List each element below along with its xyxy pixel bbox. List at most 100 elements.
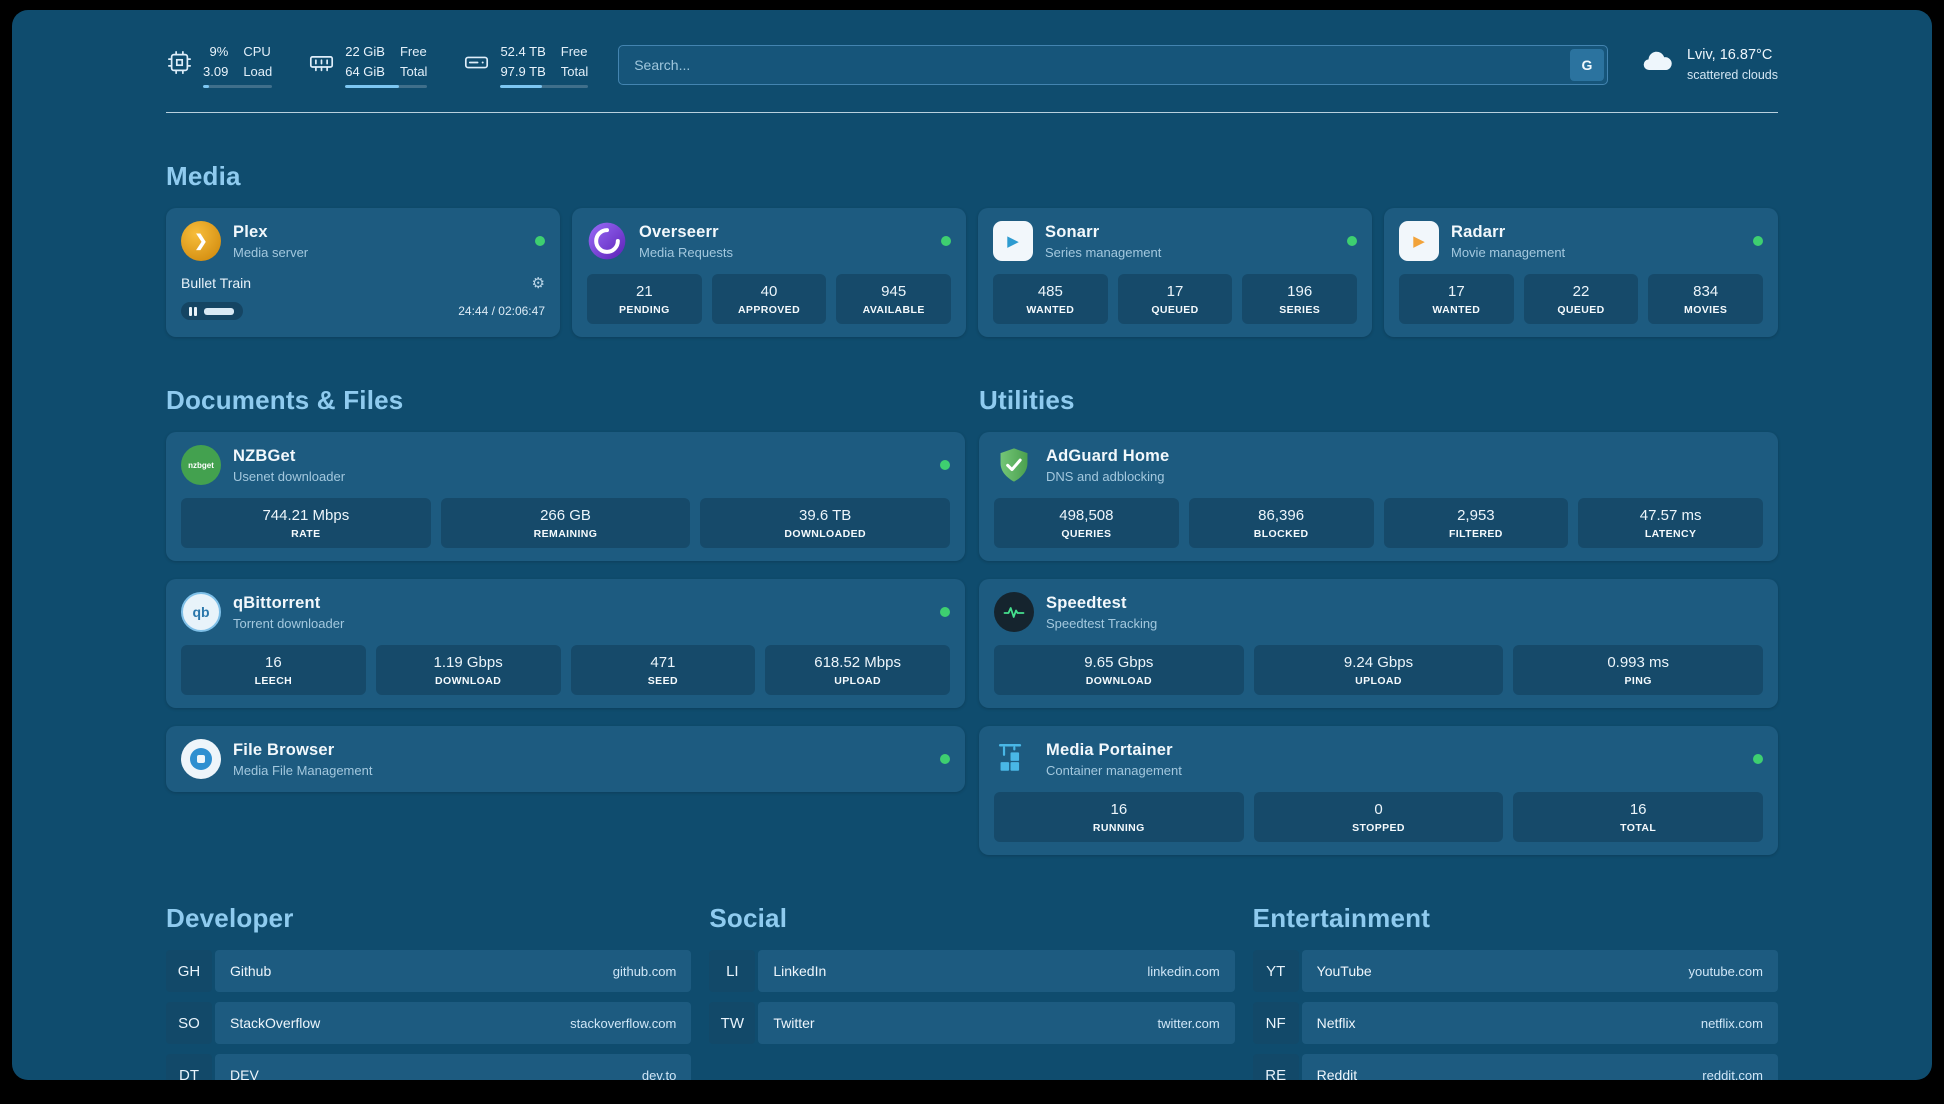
app-subtitle: Container management	[1046, 762, 1182, 778]
bookmark-url: linkedin.com	[1147, 963, 1220, 979]
app-title: AdGuard Home	[1046, 446, 1170, 465]
status-dot	[940, 754, 950, 764]
speedtest-icon	[994, 592, 1034, 632]
section-title-documents: Documents & Files	[166, 385, 404, 415]
pause-icon	[189, 306, 197, 316]
sonarr-card[interactable]: ▶ Sonarr Series management 485 WANTED 17 Q…	[978, 208, 1372, 337]
app-title: Plex	[233, 222, 268, 241]
search-input[interactable]	[618, 45, 1608, 85]
bookmarks-entertainment: Entertainment YT YouTube youtube.com NF N…	[1252, 855, 1778, 1080]
bookmark-abbr: LI	[709, 950, 756, 992]
stat-rate: 744.21 Mbps RATE	[181, 498, 431, 548]
disk-icon	[463, 49, 490, 81]
bookmark-youtube[interactable]: YT YouTube youtube.com	[1252, 950, 1778, 992]
search-engine-button[interactable]: G	[1569, 49, 1604, 81]
pause-button[interactable]	[181, 302, 243, 320]
radarr-card[interactable]: ▶ Radarr Movie management 17 WANTED 22 QUE…	[1384, 208, 1778, 337]
app-subtitle: Movie management	[1451, 244, 1566, 260]
overseerr-icon	[587, 221, 627, 261]
status-dot	[1753, 754, 1763, 764]
nzbget-icon: nzbget	[181, 445, 221, 485]
bookmark-dev[interactable]: DT DEV dev.to	[166, 1054, 692, 1080]
bookmark-abbr: TW	[709, 1002, 756, 1044]
stat-filtered: 2,953 FILTERED	[1383, 498, 1569, 548]
disk-free-value: 52.4 TB	[500, 44, 546, 59]
stat-series: 196 SERIES	[1242, 274, 1358, 324]
stat-seed: 471 SEED	[570, 645, 756, 695]
ram-free-value: 22 GiB	[345, 44, 385, 59]
plex-card[interactable]: ❯ Plex Media server Bullet Train ⚙	[166, 208, 560, 337]
app-subtitle: DNS and adblocking	[1046, 468, 1165, 484]
app-subtitle: Media server	[233, 244, 309, 260]
nzbget-card[interactable]: nzbget NZBGet Usenet downloader 744.21 M…	[166, 432, 965, 561]
app-title: Overseerr	[639, 222, 719, 241]
ram-free-label: Free	[399, 44, 427, 59]
media-section: ❯ Plex Media server Bullet Train ⚙	[166, 208, 1778, 337]
bookmark-twitter[interactable]: TW Twitter twitter.com	[709, 1002, 1235, 1044]
stat-download: 1.19 Gbps DOWNLOAD	[375, 645, 561, 695]
app-subtitle: Usenet downloader	[233, 468, 346, 484]
cpu-load-value: 3.09	[203, 63, 229, 79]
stat-approved: 40 APPROVED	[711, 274, 827, 324]
section-title-developer: Developer	[166, 903, 294, 933]
section-title-entertainment: Entertainment	[1252, 903, 1431, 933]
stat-movies: 834 MOVIES	[1648, 274, 1764, 324]
ram-icon	[308, 49, 335, 81]
stat-available: 945 AVAILABLE	[836, 274, 952, 324]
stat-downloaded: 39.6 TB DOWNLOADED	[700, 498, 951, 548]
qbittorrent-icon: qb	[181, 592, 221, 632]
bookmark-stackoverflow[interactable]: SO StackOverflow stackoverflow.com	[166, 1002, 692, 1044]
app-title: Radarr	[1451, 222, 1506, 241]
cpu-label: CPU	[243, 44, 271, 59]
portainer-icon	[994, 739, 1034, 779]
bookmarks-developer: Developer GH Github github.com SO StackOv…	[166, 855, 692, 1080]
stat-stopped: 0 STOPPED	[1253, 792, 1504, 842]
filebrowser-icon	[181, 739, 221, 779]
stat-wanted: 485 WANTED	[993, 274, 1108, 324]
app-title: Sonarr	[1045, 222, 1100, 241]
documents-section: Documents & Files nzbget NZBGet Usenet d…	[166, 337, 965, 855]
speedtest-card[interactable]: Speedtest Speedtest Tracking 9.65 Gbps DO…	[979, 579, 1778, 708]
stat-pending: 21 PENDING	[587, 274, 702, 324]
stat-wanted: 17 WANTED	[1399, 274, 1514, 324]
bookmark-url: netflix.com	[1700, 1015, 1763, 1031]
disk-free-label: Free	[560, 44, 588, 59]
bookmark-abbr: DT	[166, 1054, 212, 1080]
radarr-icon: ▶	[1399, 221, 1439, 261]
portainer-card[interactable]: Media Portainer Container management 16 R…	[979, 726, 1778, 855]
bookmark-name: Netflix	[1316, 1015, 1356, 1031]
cpu-load-label: Load	[243, 63, 273, 79]
weather-condition: scattered clouds	[1686, 68, 1778, 83]
section-title-utilities: Utilities	[979, 385, 1075, 415]
filebrowser-card[interactable]: File Browser Media File Management	[166, 726, 965, 792]
app-title: File Browser	[233, 740, 335, 759]
bookmarks-social: Social LI LinkedIn linkedin.com TW Twitte…	[709, 855, 1235, 1044]
weather-widget: Lviv, 16.87°C scattered clouds	[1638, 45, 1778, 84]
bookmark-reddit[interactable]: RE Reddit reddit.com	[1252, 1054, 1778, 1080]
status-dot	[940, 460, 950, 470]
adguard-card[interactable]: AdGuard Home DNS and adblocking 498,508 Q…	[979, 432, 1778, 561]
dashboard: 9% 3.09 CPU Load	[12, 10, 1932, 1080]
cloud-icon	[1638, 46, 1676, 83]
qbittorrent-card[interactable]: qb qBittorrent Torrent downloader 16 LEEC…	[166, 579, 965, 708]
ram-total-value: 64 GiB	[345, 63, 385, 79]
stat-upload: 9.24 Gbps UPLOAD	[1253, 645, 1504, 695]
app-subtitle: Series management	[1045, 244, 1162, 260]
stat-ping: 0.993 ms PING	[1513, 645, 1764, 695]
app-title: NZBGet	[233, 446, 296, 465]
section-title-social: Social	[709, 903, 788, 933]
app-subtitle: Media Requests	[639, 244, 733, 260]
stat-remaining: 266 GB REMAINING	[440, 498, 691, 548]
bookmark-abbr: GH	[166, 950, 212, 992]
bookmark-linkedin[interactable]: LI LinkedIn linkedin.com	[709, 950, 1235, 992]
section-title-media: Media	[166, 161, 241, 191]
gear-icon[interactable]: ⚙	[531, 275, 545, 292]
bookmark-github[interactable]: GH Github github.com	[166, 950, 692, 992]
app-subtitle: Media File Management	[233, 762, 373, 778]
overseerr-card[interactable]: Overseerr Media Requests 21 PENDING 40 APP…	[572, 208, 966, 337]
now-playing-title: Bullet Train	[181, 275, 252, 291]
bookmark-netflix[interactable]: NF Netflix netflix.com	[1252, 1002, 1778, 1044]
stat-download: 9.65 Gbps DOWNLOAD	[994, 645, 1244, 695]
header-divider	[166, 112, 1778, 113]
app-subtitle: Torrent downloader	[233, 615, 345, 631]
